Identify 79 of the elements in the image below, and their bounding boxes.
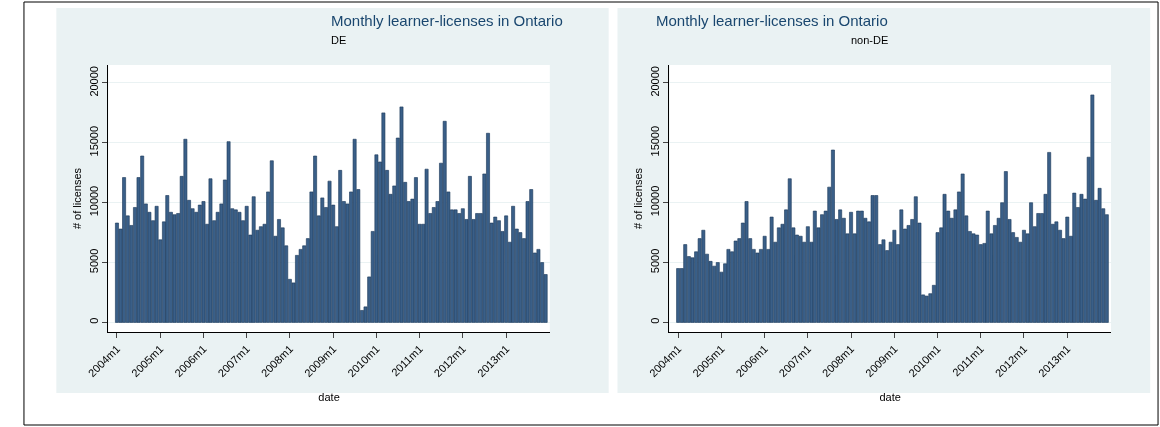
bar: [892, 229, 897, 323]
bar: [1029, 202, 1033, 323]
bar: [755, 252, 760, 323]
bar: [1072, 192, 1077, 323]
bar: [122, 177, 126, 323]
bar: [486, 132, 490, 323]
y-tick-label: 5000: [649, 248, 662, 274]
y-tick-label: 15000: [87, 125, 100, 157]
bar: [1065, 216, 1070, 323]
bar: [201, 201, 206, 323]
bar: [744, 201, 749, 323]
bar: [1054, 221, 1059, 323]
bar: [183, 138, 188, 323]
chart-subtitle: DE: [331, 34, 347, 46]
y-axis-title: # of licenses: [70, 167, 83, 230]
bar: [269, 160, 274, 323]
bar: [924, 295, 929, 323]
bar: [1036, 213, 1041, 323]
bar: [493, 216, 498, 323]
bar: [726, 249, 731, 323]
bar: [881, 239, 886, 323]
bar: [140, 155, 145, 323]
x-axis-title: date: [318, 391, 340, 404]
bar: [154, 205, 159, 323]
chart-subtitle: non-DE: [851, 34, 889, 46]
bar: [251, 196, 256, 323]
bar: [208, 178, 213, 323]
y-tick-label: 20000: [87, 66, 100, 97]
bar: [769, 216, 774, 323]
bar: [971, 233, 976, 323]
bar: [733, 240, 738, 323]
y-axis-title: # of licenses: [631, 167, 644, 230]
bar: [831, 149, 835, 323]
bar: [298, 249, 303, 323]
bar: [374, 154, 379, 323]
bar: [1090, 94, 1095, 323]
bar: [320, 197, 325, 323]
bar: [683, 244, 688, 323]
bar: [338, 170, 343, 323]
y-tick-label: 0: [87, 317, 100, 324]
x-axis-title: date: [879, 391, 901, 404]
bar: [237, 211, 242, 323]
bar: [424, 168, 429, 323]
bar: [165, 195, 170, 323]
bar: [899, 209, 904, 323]
bar: [244, 205, 249, 323]
bar: [874, 195, 879, 323]
bar: [453, 209, 458, 323]
bar: [960, 173, 965, 323]
bar: [942, 194, 947, 323]
bar: [676, 268, 680, 323]
y-tick-label: 0: [649, 317, 662, 324]
bar: [172, 214, 177, 323]
y-tick-label: 5000: [87, 248, 100, 274]
bar: [870, 195, 875, 323]
bar: [762, 235, 767, 323]
bar: [798, 235, 803, 323]
bar: [536, 249, 541, 323]
bar: [352, 138, 357, 323]
bar: [838, 209, 843, 323]
bar: [1047, 152, 1052, 323]
bar: [1079, 194, 1084, 323]
bar: [529, 189, 534, 323]
y-tick-label: 10000: [649, 185, 662, 217]
bar: [701, 229, 706, 323]
y-tick-label: 15000: [649, 125, 662, 157]
y-tick-label: 20000: [649, 66, 662, 97]
y-tick-label: 10000: [87, 185, 100, 217]
bar: [511, 205, 515, 323]
bar: [327, 180, 332, 323]
bar: [381, 112, 386, 323]
bar: [1097, 188, 1102, 323]
chart-title: Monthly learner-licenses in Ontario: [656, 12, 888, 29]
chart-title: Monthly learner-licenses in Ontario: [331, 12, 563, 29]
bar: [313, 155, 317, 323]
bar: [442, 120, 447, 323]
bar: [226, 141, 231, 323]
bar: [518, 232, 523, 323]
bar: [399, 106, 404, 323]
